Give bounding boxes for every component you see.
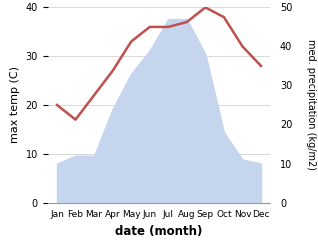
Y-axis label: max temp (C): max temp (C) xyxy=(10,66,20,144)
X-axis label: date (month): date (month) xyxy=(115,225,203,238)
Y-axis label: med. precipitation (kg/m2): med. precipitation (kg/m2) xyxy=(306,40,316,170)
